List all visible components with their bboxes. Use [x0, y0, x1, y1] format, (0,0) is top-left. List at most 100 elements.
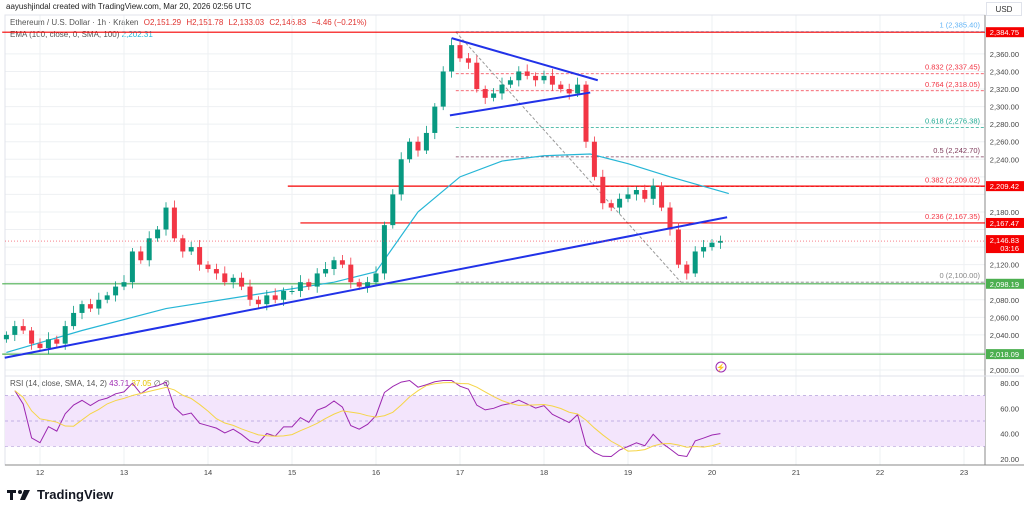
candle-body [617, 198, 623, 208]
last-price-box [986, 235, 1024, 254]
candle-body [180, 238, 186, 252]
tradingview-logo-icon [7, 489, 30, 500]
candle-body [213, 269, 219, 274]
rsi-y-tick-label: 60.00 [1000, 404, 1019, 413]
candle-body [121, 282, 127, 287]
candle-body [499, 84, 505, 94]
y-tick-label: 2,340.00 [990, 67, 1019, 76]
candle-body [29, 330, 35, 344]
price-label-box [986, 217, 1024, 228]
rsi-y-tick-label: 40.00 [1000, 430, 1019, 439]
candle-body [541, 75, 547, 81]
candle-body [104, 295, 110, 300]
ohlc-low: L2,133.03 [228, 18, 265, 27]
candle-body [197, 247, 203, 265]
candle-body [71, 312, 77, 327]
rsi-line [14, 379, 721, 458]
candle-body [449, 45, 455, 72]
price-label-box [986, 349, 1024, 360]
candle-body [398, 159, 404, 195]
lightning-glyph: ⚡ [716, 363, 725, 372]
candle-body [566, 89, 572, 94]
candle-body [37, 343, 43, 349]
candle-body [533, 75, 539, 81]
candle-body [297, 282, 303, 291]
ema-legend[interactable]: EMA (100, close, 0, SMA, 100) 2,202.31 [10, 30, 153, 39]
fib-level-label: 0.764 (2,318.05) [925, 80, 981, 89]
candle-body [633, 190, 639, 195]
candle-body [575, 84, 581, 94]
rsi-value: 43.71 [109, 379, 130, 388]
candle-body [591, 141, 597, 177]
price-change: −4.46 (−0.21%) [311, 18, 367, 27]
candle-body [608, 203, 614, 208]
candle-body [692, 251, 698, 274]
candle-body [323, 269, 329, 274]
y-tick-label: 2,360.00 [990, 50, 1019, 59]
y-tick-label: 2,000.00 [990, 366, 1019, 375]
ema-value: 2,202.31 [121, 30, 153, 39]
candle-body [54, 339, 60, 344]
trendline [449, 91, 591, 117]
candle-body [659, 185, 665, 208]
fib-level-label: 0.618 (2,276.38) [925, 116, 981, 125]
lightning-icon-circle [715, 361, 727, 373]
x-tick-label: 15 [288, 468, 296, 477]
candle-body [129, 251, 135, 283]
rsi-ma-line [14, 382, 721, 452]
logo-text: TradingView [37, 487, 114, 502]
y-tick-label: 2,240.00 [990, 155, 1019, 164]
x-tick-label: 23 [960, 468, 968, 477]
y-tick-label: 2,260.00 [990, 138, 1019, 147]
x-tick-label: 13 [120, 468, 128, 477]
candle-body [650, 185, 656, 199]
currency-button[interactable]: USD [986, 2, 1022, 16]
candle-body [709, 242, 715, 248]
y-tick-label: 2,180.00 [990, 208, 1019, 217]
candle-body [188, 247, 194, 252]
candle-body [331, 260, 337, 270]
candle-body [155, 229, 161, 239]
candle-body [474, 62, 480, 90]
candle-body [549, 75, 555, 85]
ema-label: EMA (100, close, 0, SMA, 100) [10, 30, 120, 39]
price-label-box [986, 278, 1024, 289]
candle-body [684, 264, 690, 274]
tradingview-logo: TradingView [7, 487, 113, 502]
fib-level-label: 0.5 (2,242.70) [933, 146, 980, 155]
price-level-label: 2,167.47 [990, 219, 1019, 228]
candle-body [667, 207, 673, 230]
candle-body [348, 264, 354, 283]
candle-body [423, 132, 429, 151]
candle-body [264, 295, 270, 305]
candle-body [381, 225, 387, 274]
symbol-legend[interactable]: Ethereum / U.S. Dollar · 1h · Kraken O2,… [10, 18, 367, 27]
credit-text: aayushjindal created with TradingView.co… [6, 2, 252, 11]
candle-body [600, 176, 606, 204]
last-price-label: 2,146.83 [990, 236, 1019, 245]
candle-body [407, 141, 413, 160]
y-tick-label: 2,080.00 [990, 296, 1019, 305]
lightning-icon [715, 361, 727, 373]
x-tick-label: 19 [624, 468, 632, 477]
fib-level-label: 1 (2,385.40) [940, 21, 981, 30]
candle-body [281, 290, 287, 300]
candle-body [222, 273, 228, 283]
candle-body [163, 207, 169, 230]
candle-body [87, 304, 93, 309]
x-tick-label: 18 [540, 468, 548, 477]
candle-body [239, 277, 245, 287]
candle-body [524, 71, 530, 76]
candle-body [306, 282, 312, 287]
candle-body [675, 229, 681, 265]
price-level-label: 2,098.19 [990, 280, 1019, 289]
trendline [451, 37, 599, 82]
y-tick-label: 2,300.00 [990, 103, 1019, 112]
candle-body [432, 106, 438, 133]
ohlc-open: O2,151.29 [143, 18, 182, 27]
fib-trend-line [455, 31, 682, 283]
candle-body [516, 71, 522, 81]
candle-body [365, 282, 371, 287]
x-tick-label: 17 [456, 468, 464, 477]
